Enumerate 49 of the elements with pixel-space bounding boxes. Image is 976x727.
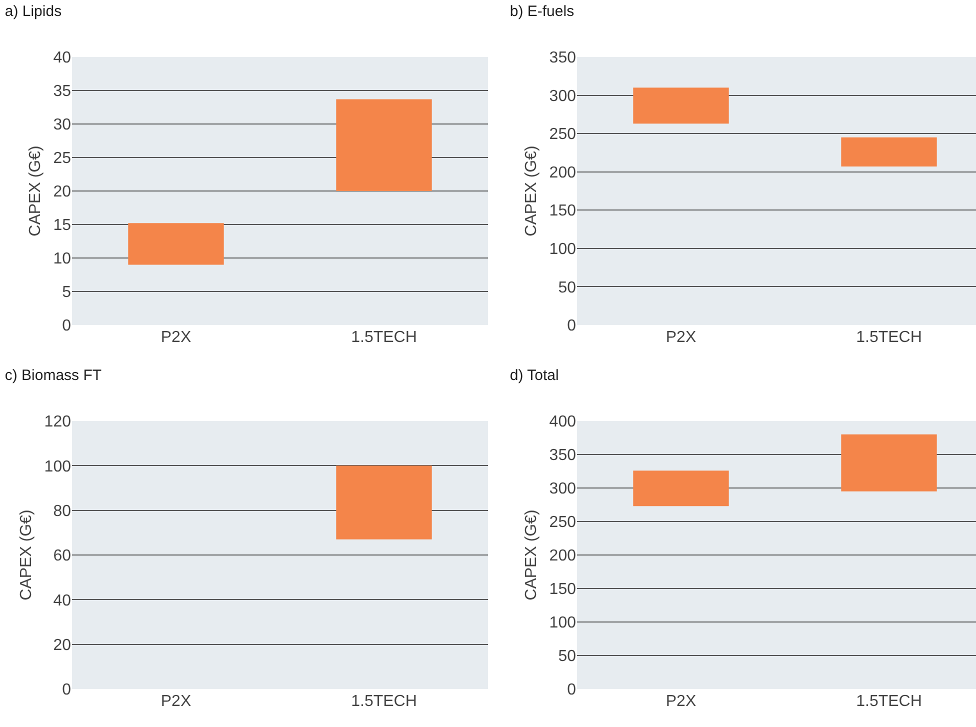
y-tick-label: 0 — [62, 318, 72, 335]
y-tick-label: 200 — [549, 548, 576, 565]
x-tick-label: 1.5TECH — [856, 329, 922, 346]
y-tick-label: 40 — [53, 50, 72, 67]
y-tick-label: 120 — [44, 414, 72, 431]
x-tick-label: 1.5TECH — [351, 329, 417, 346]
y-axis-title: CAPEX (G€) — [27, 146, 44, 236]
y-tick-label: 350 — [549, 447, 576, 464]
x-tick-label: P2X — [160, 329, 192, 346]
y-tick-label: 25 — [53, 150, 72, 168]
y-tick-label: 200 — [549, 164, 576, 182]
chart-title: b) E-fuels — [510, 2, 574, 20]
x-tick-label: 1.5TECH — [856, 693, 922, 710]
y-tick-label: 40 — [53, 592, 72, 610]
y-tick-label: 100 — [44, 458, 72, 476]
y-tick-label: 80 — [53, 502, 72, 520]
y-axis-title: CAPEX (G€) — [523, 510, 540, 600]
y-tick-label: 0 — [567, 682, 576, 699]
chart-title: c) Biomass FT — [4, 366, 102, 384]
y-tick-label: 250 — [549, 514, 576, 532]
y-tick-label: 400 — [549, 414, 576, 431]
y-tick-label: 50 — [558, 648, 576, 666]
y-tick-label: 35 — [53, 83, 72, 100]
y-tick-label: 300 — [549, 480, 576, 498]
y-tick-label: 100 — [549, 241, 576, 258]
x-tick-label: P2X — [160, 693, 192, 710]
y-tick-label: 60 — [53, 548, 72, 565]
y-tick-label: 20 — [53, 184, 72, 201]
y-axis-title: CAPEX (G€) — [523, 146, 540, 236]
y-tick-label: 15 — [53, 217, 72, 234]
y-tick-label: 50 — [558, 279, 576, 296]
x-tick-label: P2X — [666, 693, 696, 710]
y-tick-label: 0 — [567, 318, 576, 335]
y-tick-label: 20 — [53, 636, 72, 654]
y-tick-label: 100 — [549, 614, 576, 632]
y-tick-label: 250 — [549, 126, 576, 144]
chart-title: d) Total — [510, 366, 559, 384]
y-tick-label: 150 — [549, 202, 576, 220]
y-tick-label: 300 — [549, 88, 576, 105]
x-tick-label: 1.5TECH — [351, 693, 417, 710]
chart-title: a) Lipids — [4, 2, 62, 20]
y-tick-label: 30 — [53, 116, 72, 134]
y-tick-label: 0 — [62, 682, 72, 699]
y-tick-label: 10 — [53, 250, 72, 268]
x-tick-label: P2X — [666, 329, 696, 346]
y-tick-label: 350 — [549, 50, 576, 67]
y-tick-label: 150 — [549, 581, 576, 598]
y-axis-title: CAPEX (G€) — [18, 510, 36, 600]
y-tick-label: 5 — [62, 284, 72, 302]
